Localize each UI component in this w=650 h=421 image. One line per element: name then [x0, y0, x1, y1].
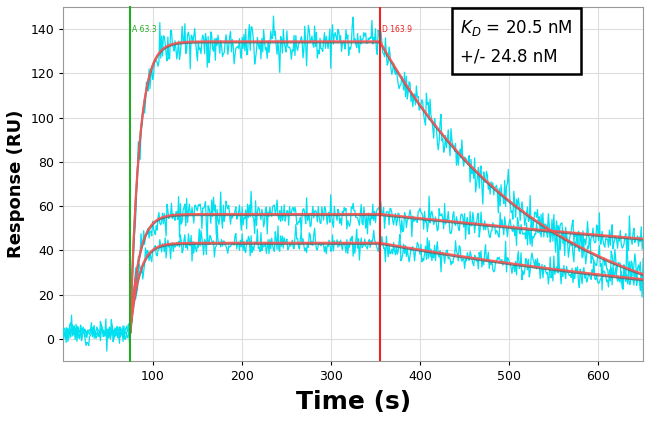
X-axis label: Time (s): Time (s) [296, 390, 411, 414]
Text: D 163.9: D 163.9 [382, 25, 411, 34]
Y-axis label: Response (RU): Response (RU) [7, 110, 25, 258]
Text: $\mathit{K}$$_D$ = 20.5 nM
+/- 24.8 nM: $\mathit{K}$$_D$ = 20.5 nM +/- 24.8 nM [460, 18, 573, 65]
Text: A 63.3: A 63.3 [132, 25, 157, 34]
